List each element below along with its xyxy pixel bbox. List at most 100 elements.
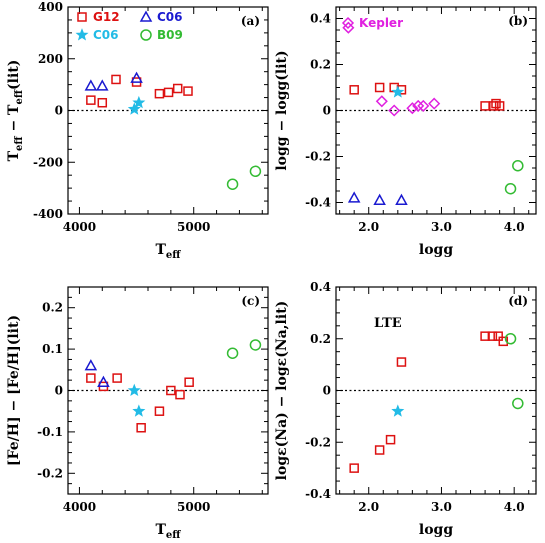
panel-label: (a) (241, 14, 260, 28)
data-point (154, 406, 165, 416)
data-point (480, 101, 490, 111)
data-point (97, 375, 110, 387)
data-point (487, 331, 498, 341)
x-tick-label: 3.0 (431, 500, 452, 514)
data-point (249, 339, 262, 351)
x-tick-label: 4.0 (504, 220, 525, 234)
x-axis-label: Teff (156, 242, 182, 261)
data-point (395, 193, 408, 205)
x-tick-label: 5000 (177, 500, 210, 514)
x-axis-label: logg (419, 522, 453, 538)
data-point (391, 404, 405, 417)
x-tick-label: 4000 (63, 220, 96, 234)
x-tick-label: 2.0 (358, 500, 379, 514)
annotation: LTE (374, 316, 402, 331)
data-point (428, 97, 441, 110)
y-tick-label: -0.4 (305, 196, 331, 210)
panel-c: 4000 5000 -0.2 -0.1 0 0.1 0.2 (c) Teff [Fe/H] − [… (6, 286, 269, 541)
data-point (84, 79, 98, 91)
data-point (86, 95, 96, 105)
y-tick-label: 0.1 (42, 342, 63, 356)
data-point (494, 101, 505, 111)
data-point (504, 333, 517, 345)
data-point (349, 463, 359, 473)
y-axis-label: Teff − Teff(lit) (6, 60, 25, 162)
data-point (97, 97, 108, 108)
data-point (226, 347, 239, 359)
data-point (112, 373, 122, 383)
legend-label: G12 (93, 10, 120, 24)
panel-label: (d) (508, 294, 528, 308)
legend-label: C06 (93, 28, 119, 42)
data-point (412, 99, 425, 112)
panel-label: (c) (241, 294, 260, 308)
panel-b: 2.0 3.0 4.0 -0.4 -0.2 0 0.2 0.4 (b) Kepler logg log… (274, 6, 537, 258)
y-tick-label: 0.2 (310, 332, 331, 346)
data-point (86, 373, 96, 383)
data-point (132, 95, 146, 109)
data-point (375, 95, 388, 108)
data-point (498, 336, 509, 347)
data-point (175, 389, 185, 400)
data-point (406, 102, 419, 115)
legend-marker (77, 12, 87, 22)
data-point (127, 102, 141, 115)
data-point (163, 87, 174, 98)
y-tick-label: -0.2 (305, 435, 331, 449)
data-point (127, 383, 141, 397)
data-point (512, 397, 524, 410)
legend-marker (341, 16, 355, 30)
data-point (184, 377, 194, 387)
data-point (347, 191, 361, 203)
legend-marker (139, 10, 153, 22)
data-point (396, 357, 407, 367)
data-point (111, 74, 121, 85)
data-point (512, 159, 524, 172)
data-point (417, 99, 430, 112)
panel-label: (b) (508, 14, 528, 28)
data-point (136, 423, 146, 433)
data-point (132, 404, 146, 417)
legend-marker (75, 28, 89, 41)
data-point (183, 86, 193, 96)
x-tick-label: 3.0 (431, 220, 452, 234)
y-tick-label: -0.1 (37, 425, 63, 439)
x-tick-label: 4.0 (504, 500, 525, 514)
data-point (249, 165, 262, 178)
legend-label: B09 (157, 28, 183, 42)
data-point (489, 101, 499, 111)
y-tick-label: 0.2 (310, 58, 331, 72)
data-point (349, 85, 359, 95)
data-point (388, 104, 401, 117)
x-axis-label: Teff (156, 522, 182, 541)
data-point (374, 82, 385, 93)
data-point (96, 79, 109, 91)
data-point (172, 83, 183, 94)
y-tick-label: 400 (38, 0, 63, 14)
data-point (342, 21, 355, 34)
y-tick-label: 0 (55, 384, 63, 398)
y-tick-label: 0.4 (310, 12, 331, 26)
x-axis-label: logg (419, 242, 453, 258)
x-tick-label: 2.0 (358, 220, 379, 234)
y-tick-label: 0.4 (310, 280, 331, 294)
data-point (130, 71, 143, 83)
y-tick-label: -200 (33, 155, 63, 169)
y-tick-label: -0.2 (305, 150, 331, 164)
panel-a: 4000 5000 -400 -200 0 200 400 (a) G12 C06 C06 B09 Te… (6, 0, 269, 261)
data-point (226, 178, 239, 190)
data-point (84, 359, 98, 371)
y-axis-label: [Fe/H] − [Fe/H](lit) (6, 315, 22, 466)
data-point (385, 434, 396, 445)
y-tick-label: 200 (38, 52, 63, 66)
y-tick-label: 0 (323, 104, 331, 118)
y-tick-label: 0.2 (42, 301, 63, 315)
legend-label: C06 (157, 10, 183, 24)
panel-d: 2.0 3.0 4.0 -0.4 -0.2 0 0.2 0.4 (d) LTE logg logε(N… (274, 280, 537, 538)
y-axis-label: logg − logg(lit) (274, 50, 290, 170)
data-point (391, 85, 405, 98)
x-tick-label: 4000 (63, 500, 96, 514)
data-point (166, 385, 176, 396)
data-point (504, 182, 517, 195)
